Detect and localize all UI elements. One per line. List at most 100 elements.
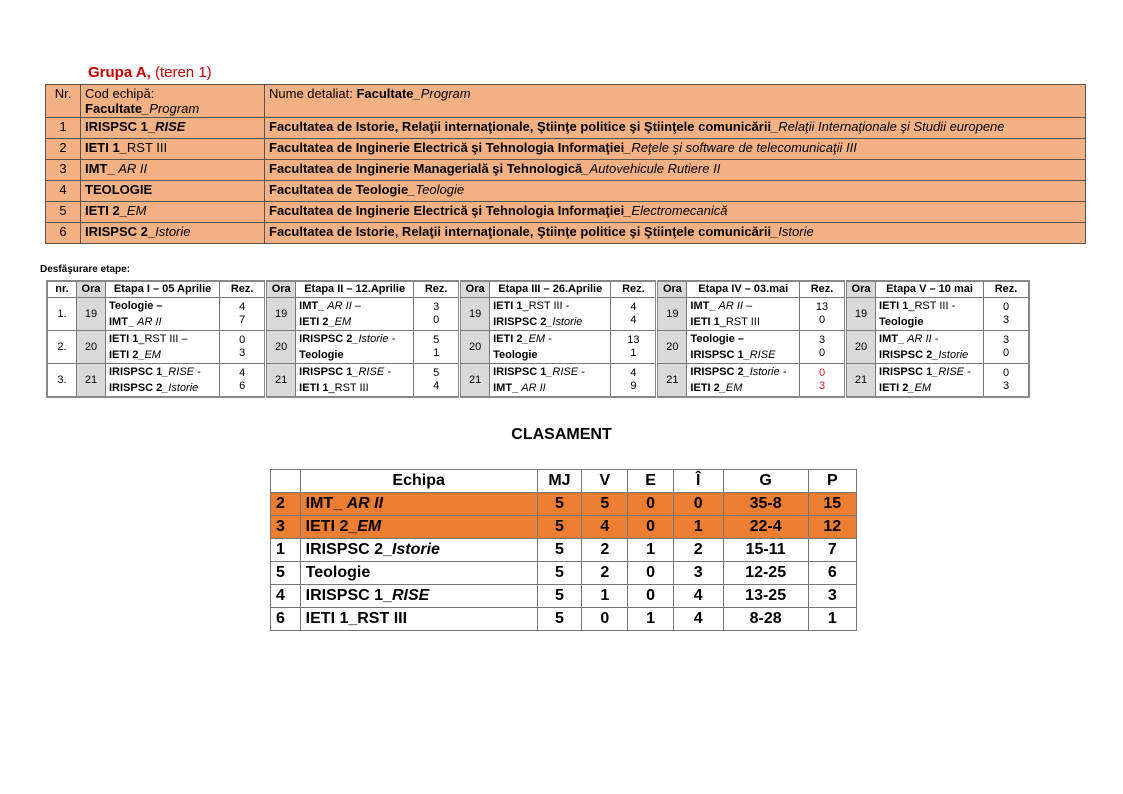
stat-v: 5 xyxy=(581,492,629,516)
match-result: 13 0 xyxy=(799,297,847,331)
text-segment: IETI 2_ xyxy=(305,518,358,535)
group-title: Grupa A, (teren 1) xyxy=(88,64,212,81)
text-segment: AR II xyxy=(118,161,148,176)
header-stage: Etapa I – 05 Aprilie xyxy=(104,280,221,298)
rank-nr: 5 xyxy=(270,561,301,585)
score: 3 xyxy=(1002,314,1010,326)
stat-p: 7 xyxy=(807,538,858,562)
team-row: 1 IRISPSC 1_RISE Facultatea de Istorie, Re… xyxy=(45,117,1086,139)
text-segment: Teologie xyxy=(299,349,344,361)
match-teams: IETI 1_RST III - IRISPSC 2_Istorie xyxy=(489,297,612,331)
text-segment: IRISPSC 1_ xyxy=(85,119,156,134)
header-stage: Etapa II – 12.Aprilie xyxy=(295,280,415,298)
text-segment: IRISPSC 1 xyxy=(879,366,933,378)
standings-header: P xyxy=(807,469,858,493)
team-name: Facultatea de Inginerie Managerială şi T… xyxy=(264,159,1086,181)
away-team: IRISPSC 2_Istorie xyxy=(879,347,980,363)
stat-e: 0 xyxy=(627,561,674,585)
text-segment: IETI 2 xyxy=(109,349,139,361)
text-segment: IETI 2 xyxy=(879,382,909,394)
match-ora: 21 xyxy=(655,363,688,398)
home-team: IRISPSC 1_RISE - xyxy=(493,364,607,380)
match-ora: 20 xyxy=(655,330,688,364)
match-nr: 2. xyxy=(46,330,77,364)
header-ora: Ora xyxy=(458,280,491,298)
match-ora: 20 xyxy=(264,330,297,364)
team-name: Teologie xyxy=(299,561,538,585)
text-segment: Teologie – xyxy=(690,333,745,345)
text-segment: _RST III xyxy=(719,316,760,328)
match-teams: IRISPSC 2_Istorie - Teologie xyxy=(295,330,415,364)
stat-mj: 5 xyxy=(536,584,583,608)
score: 4 xyxy=(630,314,637,326)
text-segment: IETI 1 xyxy=(879,300,909,312)
text-segment: _RISE - xyxy=(932,366,971,378)
team-name: IETI 1_RST III xyxy=(299,607,538,631)
match-ora: 19 xyxy=(264,297,297,331)
standings-row: 6 IETI 1_RST III 5 0 1 4 8-28 1 xyxy=(270,607,858,631)
score: 9 xyxy=(630,380,637,392)
text-segment: IRISPSC 1 xyxy=(690,349,744,361)
text-segment: Teologie xyxy=(305,564,371,581)
away-team: IETI 2_EM xyxy=(690,380,796,396)
text-segment: Istorie xyxy=(391,541,440,558)
text-segment: _RISE xyxy=(743,349,776,361)
text-segment: IETI 1_ xyxy=(85,140,127,155)
stat-mj: 5 xyxy=(536,515,583,539)
text-segment: AR II xyxy=(346,495,384,512)
text-segment: _EM xyxy=(719,382,743,394)
match-ora: 21 xyxy=(844,363,877,398)
standings-table: Echipa MJ V E Î G P 2 IMT_ AR II 5 5 0 0 35-8 15 3 IETI … xyxy=(270,469,858,631)
match-teams: IRISPSC 1_RISE - IRISPSC 2_Istorie xyxy=(104,363,221,398)
match-ora: 21 xyxy=(76,363,106,398)
text-segment: AR II – xyxy=(718,300,753,312)
text-segment: IRISPSC 2 xyxy=(109,382,163,394)
text-segment: Facultatea de Inginerie Electrică şi Teh… xyxy=(269,140,625,155)
standings-row: 2 IMT_ AR II 5 5 0 0 35-8 15 xyxy=(270,492,858,516)
text-segment: _RISE - xyxy=(162,366,201,378)
score: 6 xyxy=(239,380,246,392)
text-segment: AR II - xyxy=(907,333,939,345)
stat-p: 6 xyxy=(807,561,858,585)
header-rez: Rez. xyxy=(799,280,847,298)
text-segment: IETI 2 xyxy=(690,382,720,394)
home-team: IRISPSC 2_Istorie - xyxy=(299,331,410,347)
team-name: Facultatea de Inginerie Electrică şi Teh… xyxy=(264,138,1086,160)
team-name: Facultatea de Istorie, Relaţii internaţi… xyxy=(264,117,1086,139)
header-ora: Ora xyxy=(264,280,297,298)
score: 4 xyxy=(433,380,440,392)
text-segment: _Program xyxy=(413,86,471,101)
team-name: IETI 2_EM xyxy=(299,515,538,539)
standings-title: CLASAMENT xyxy=(511,426,612,443)
stat-i: 4 xyxy=(672,584,724,608)
team-name: IRISPSC 2_Istorie xyxy=(299,538,538,562)
team-nr: 2 xyxy=(45,138,81,160)
rank-nr: 3 xyxy=(270,515,301,539)
text-segment: IMT_ xyxy=(85,161,119,176)
schedule-row: 3. 21 IRISPSC 1_RISE - IRISPSC 2_Istorie 4 6 2… xyxy=(46,363,1030,398)
text-segment: IETI 1 xyxy=(109,333,139,345)
stat-p: 12 xyxy=(807,515,858,539)
text-segment: EM xyxy=(126,203,147,218)
match-teams: IETI 1_RST III - Teologie xyxy=(875,297,984,331)
match-ora: 20 xyxy=(458,330,491,364)
home-team: IETI 1_RST III - xyxy=(493,298,607,314)
stat-v: 2 xyxy=(581,538,629,562)
rank-nr: 2 xyxy=(270,492,301,516)
stat-v: 4 xyxy=(581,515,629,539)
stat-e: 0 xyxy=(627,515,674,539)
home-team: Teologie – xyxy=(109,298,216,314)
text-segment: IRISPSC 1_ xyxy=(305,587,392,604)
stat-g: 15-11 xyxy=(722,538,809,562)
score: 3 xyxy=(239,347,246,359)
stat-g: 22-4 xyxy=(722,515,809,539)
stat-g: 12-25 xyxy=(722,561,809,585)
match-teams: IRISPSC 2_Istorie - IETI 2_EM xyxy=(686,363,801,398)
text-segment: _RST III - xyxy=(908,300,956,312)
text-segment: _EM xyxy=(908,382,931,394)
header-rez: Rez. xyxy=(413,280,461,298)
match-ora: 19 xyxy=(655,297,688,331)
